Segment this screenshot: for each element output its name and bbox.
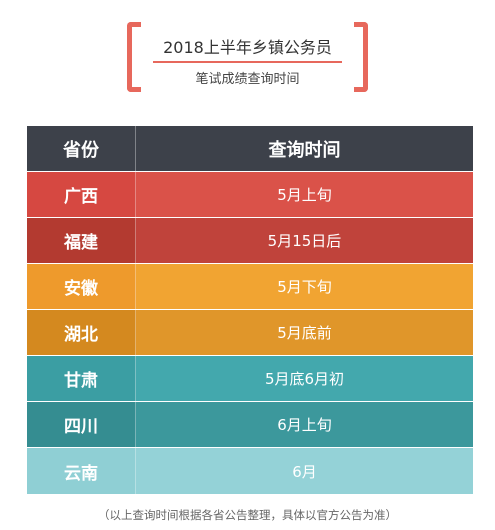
time-cell: 5月上旬 [136,172,473,217]
header-time: 查询时间 [136,126,473,171]
province-cell: 云南 [27,448,136,494]
title-box: 2018上半年乡镇公务员 笔试成绩查询时间 [127,22,368,96]
table-row: 安徽 5月下旬 [27,264,473,310]
time-cell: 5月底6月初 [136,356,473,401]
time-cell: 5月下旬 [136,264,473,309]
province-cell: 福建 [27,218,136,263]
footnote: （以上查询时间根据各省公告整理，具体以官方公告为准） [98,508,397,522]
time-cell: 5月15日后 [136,218,473,263]
table-row: 云南 6月 [27,448,473,494]
table-row: 福建 5月15日后 [27,218,473,264]
time-cell: 6月上旬 [136,402,473,447]
table-header-row: 省份 查询时间 [27,126,473,172]
left-bracket [127,22,141,92]
province-cell: 四川 [27,402,136,447]
province-cell: 湖北 [27,310,136,355]
province-cell: 广西 [27,172,136,217]
right-bracket [354,22,368,92]
page-subtitle: 笔试成绩查询时间 [195,72,300,87]
province-cell: 安徽 [27,264,136,309]
province-cell: 甘肃 [27,356,136,401]
schedule-table: 省份 查询时间 广西 5月上旬 福建 5月15日后 安徽 5月下旬 湖北 5月底… [27,126,473,494]
table-row: 甘肃 5月底6月初 [27,356,473,402]
table-row: 四川 6月上旬 [27,402,473,448]
page-title: 2018上半年乡镇公务员 [163,38,332,57]
table-row: 广西 5月上旬 [27,172,473,218]
time-cell: 5月底前 [136,310,473,355]
header-province: 省份 [27,126,136,171]
time-cell: 6月 [136,448,473,494]
title-divider [153,61,342,63]
table-row: 湖北 5月底前 [27,310,473,356]
